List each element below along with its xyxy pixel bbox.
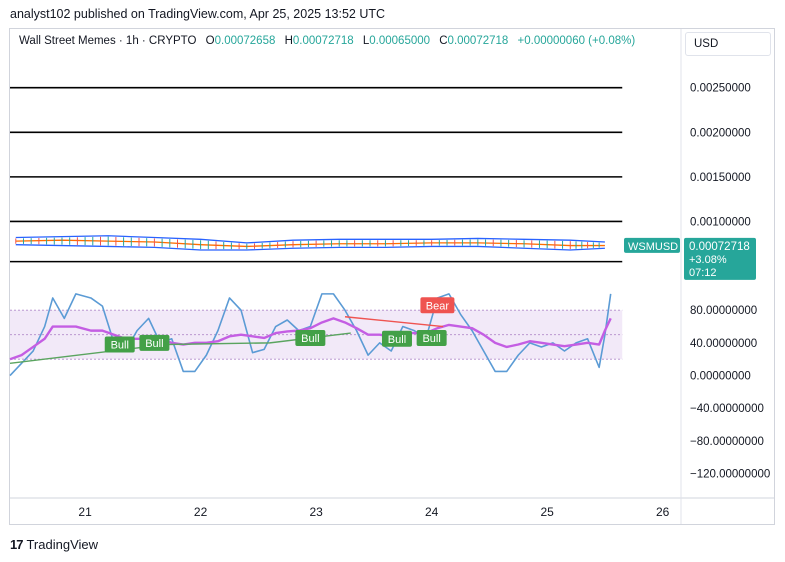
symbol-price-tag xyxy=(624,237,680,253)
close-label: C xyxy=(439,35,448,47)
close-value: 0.00072718 xyxy=(447,35,509,47)
bear-label: Bear xyxy=(426,300,450,312)
high-value: 0.00072718 xyxy=(292,35,354,47)
chart-frame xyxy=(9,28,775,525)
oscillator-tick-label: 80.00000000 xyxy=(690,305,757,317)
bull-label-box xyxy=(295,329,326,346)
time-tick-label: 25 xyxy=(540,505,554,519)
bull-label: Bull xyxy=(388,334,406,346)
oscillator-stoch-d-line xyxy=(9,317,612,361)
bear-label-box xyxy=(420,297,455,314)
price-upper-band-line xyxy=(15,235,605,244)
oscillator-tick-label: −40.00000000 xyxy=(690,403,764,415)
symbol-tag-label: WSMUSD xyxy=(628,241,678,253)
time-tick-label: 23 xyxy=(309,505,323,519)
bull-label: Bull xyxy=(422,333,440,345)
open-value: 0.00072658 xyxy=(214,35,276,47)
tradingview-brand: TradingView xyxy=(26,537,99,552)
oscillator-bear-divergence-line xyxy=(344,316,444,328)
open-label: O xyxy=(205,35,215,47)
last-price-change: +3.08% xyxy=(689,254,727,266)
price-tick-label: 0.00200000 xyxy=(690,127,751,139)
bar-countdown: 07:12 xyxy=(689,267,717,279)
time-tick-label: 26 xyxy=(656,505,670,519)
time-tick-label: 21 xyxy=(78,505,92,519)
symbol-title[interactable]: Wall Street Memes · 1h · CRYPTO xyxy=(19,35,197,47)
price-tick-label: 0.00250000 xyxy=(690,83,751,95)
oscillator-tick-label: −80.00000000 xyxy=(690,436,764,448)
high-label: H xyxy=(284,35,293,47)
last-price-value: 0.00072718 xyxy=(689,241,750,253)
low-value: 0.00065000 xyxy=(369,35,431,47)
price-tick-label: 0.00150000 xyxy=(690,172,751,184)
bull-label-box xyxy=(104,336,135,353)
bull-label: Bull xyxy=(301,333,319,345)
oscillator-tick-label: −120.00000000 xyxy=(690,469,770,481)
bull-label-box xyxy=(139,334,170,351)
bull-label: Bull xyxy=(111,340,129,352)
publisher-line: analyst102 published on TradingView.com,… xyxy=(10,7,386,21)
change-value: +0.00000060 (+0.08%) xyxy=(517,35,636,47)
bull-label-box xyxy=(381,330,412,347)
bull-label-box xyxy=(416,329,447,346)
tradingview-logo[interactable]: 17 TradingView xyxy=(10,537,98,552)
bull-label: Bull xyxy=(145,338,163,350)
time-tick-label: 24 xyxy=(425,505,439,519)
last-price-badge xyxy=(684,237,756,280)
tradingview-logo-icon: 17 xyxy=(10,537,24,552)
oscillator-tick-label: 0.00000000 xyxy=(690,371,751,383)
price-tick-label: 0.00100000 xyxy=(690,216,751,228)
time-tick-label: 22 xyxy=(194,505,208,519)
low-label: L xyxy=(362,35,370,47)
currency-selector[interactable]: USD xyxy=(685,32,771,56)
price-lower-band-line xyxy=(15,244,605,251)
ohlc-legend: Wall Street Memes · 1h · CRYPTO O0.00072… xyxy=(19,35,635,47)
oscillator-tick-label: 40.00000000 xyxy=(690,338,757,350)
